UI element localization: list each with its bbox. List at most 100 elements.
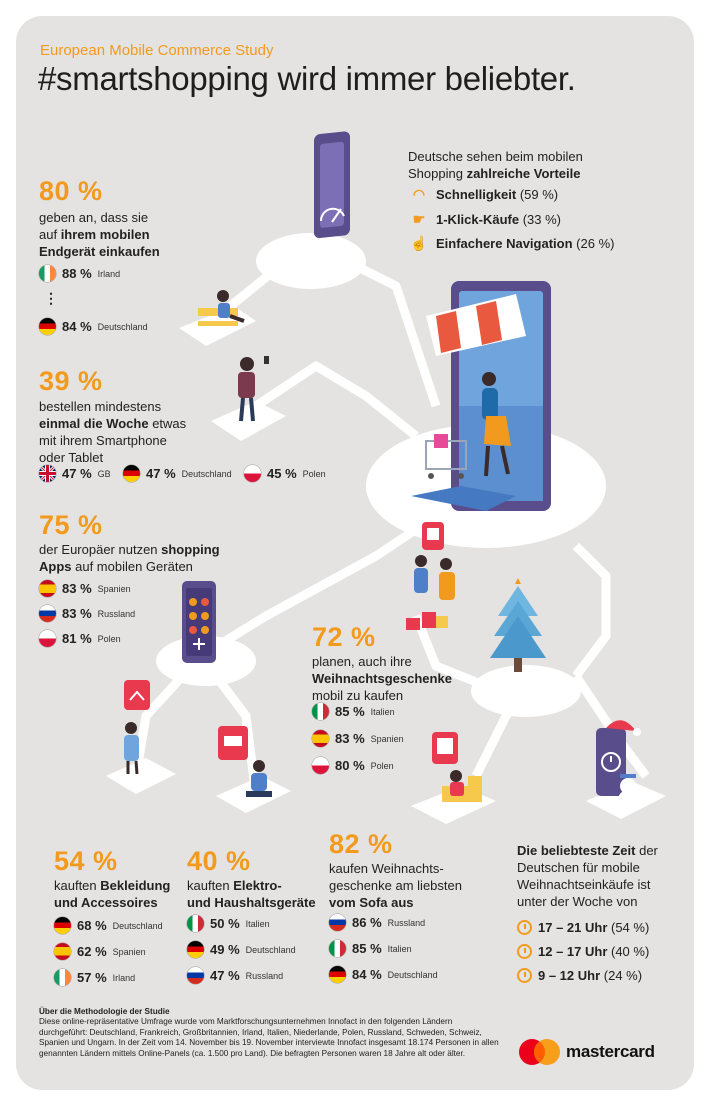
stat39-row-country: Polen xyxy=(302,468,326,479)
stat82-line1: kaufen Weihnachts- xyxy=(329,861,444,876)
stat80-row-germany: 84 % Deutschland xyxy=(39,318,148,335)
stat72-row-pct: 80 % xyxy=(335,758,365,773)
stat72-row-country: Italien xyxy=(370,706,395,717)
stat82-row-pct: 85 % xyxy=(352,941,382,956)
advantage-oneclick: ☛ 1-Klick-Käufe (33 %) xyxy=(408,211,561,228)
stat39-line3: mit ihrem Smartphone xyxy=(39,433,167,448)
stat82-row-country: Russland xyxy=(387,917,426,928)
stat54-line1b: Bekleidung xyxy=(100,878,171,893)
stat39-row-country: Deutschland xyxy=(181,468,232,479)
mastercard-wordmark: mastercard xyxy=(566,1042,655,1061)
one-click-hand-icon: ☛ xyxy=(412,211,426,227)
stat40-row-country: Russland xyxy=(245,970,284,981)
advantages-intro: Deutsche sehen beim mobilen Shopping zah… xyxy=(408,148,583,182)
advantage-navigation: ☝ Einfachere Navigation (26 %) xyxy=(408,235,614,252)
time-slot-3: 9 – 12 Uhr (24 %) xyxy=(517,967,642,984)
stat54-row-country: Spanien xyxy=(112,946,146,957)
times-line1b: der xyxy=(635,843,658,858)
electronics-person-illustration xyxy=(218,726,272,797)
time-slot-time: 17 – 21 Uhr xyxy=(538,920,608,935)
stat72-line2: Weihnachtsgeschenke xyxy=(312,671,452,686)
stat80-row-country: Deutschland xyxy=(97,321,148,332)
stat54-line1: kauften xyxy=(54,878,101,893)
stat75-row-country: Polen xyxy=(97,633,121,644)
shop-tablet-illustration xyxy=(411,281,551,511)
stat75-row-pct: 83 % xyxy=(62,606,92,621)
methodology-heading: Über die Methodologie der Studie xyxy=(39,1007,170,1016)
stat75-row-country: Russland xyxy=(97,608,136,619)
time-slot-value: (54 %) xyxy=(611,920,650,935)
header-subtitle: European Mobile Commerce Study xyxy=(40,42,274,59)
stat40-value: 40 % xyxy=(187,846,251,876)
stat54-line2: und Accessoires xyxy=(54,895,158,910)
stat39-row-pct: 45 % xyxy=(267,466,297,481)
russia-flag xyxy=(329,914,346,931)
advantage-oneclick-label: 1-Klick-Käufe xyxy=(436,212,520,227)
stat72-row-poland: 80 % Polen xyxy=(312,757,394,774)
stat82-row-pct: 84 % xyxy=(352,967,382,982)
advantage-navigation-value: (26 %) xyxy=(576,236,615,251)
time-slot-time: 12 – 17 Uhr xyxy=(538,944,608,959)
stat72-row-country: Spanien xyxy=(370,733,404,744)
stat40-row-italy: 50 % Italien xyxy=(187,915,270,932)
time-slot-value: (40 %) xyxy=(611,944,650,959)
stat40-row-pct: 49 % xyxy=(210,942,240,957)
stat75-row-poland: 81 % Polen xyxy=(39,630,121,647)
mastercard-logo: mastercard xyxy=(518,1038,678,1068)
germany-flag xyxy=(54,917,71,934)
spain-flag xyxy=(54,943,71,960)
platform-tree xyxy=(471,665,581,717)
italy-flag xyxy=(329,940,346,957)
stat40-row-country: Deutschland xyxy=(245,944,296,955)
clock-icon xyxy=(517,920,532,935)
stat75-line2b: auf mobilen Geräten xyxy=(71,559,193,574)
times-line4: unter der Woche von xyxy=(517,894,638,909)
stat75-line1b: shopping xyxy=(161,542,220,557)
stat82-value: 82 % xyxy=(329,829,393,859)
spain-flag xyxy=(312,730,329,747)
stat72-line1: planen, auch ihre xyxy=(312,654,412,669)
stat75-line1a: der Europäer nutzen xyxy=(39,542,162,557)
page-title: #smartshopping wird immer beliebter. xyxy=(38,60,576,97)
advantages-intro-line2b: zahlreiche Vorteile xyxy=(466,166,581,181)
russia-flag xyxy=(187,967,204,984)
time-slot-2: 12 – 17 Uhr (40 %) xyxy=(517,943,649,960)
standing-person-illustration xyxy=(238,356,269,422)
clock-phone-illustration xyxy=(596,720,641,810)
stat82-row-italy: 85 % Italien xyxy=(329,940,412,957)
advantage-speed: ◠ Schnelligkeit (59 %) xyxy=(408,186,558,203)
poland-flag xyxy=(244,465,261,482)
stat80-line2a: auf xyxy=(39,227,61,242)
stat54-row-ireland: 57 % Irland xyxy=(54,969,135,986)
stat54-row-pct: 62 % xyxy=(77,944,107,959)
stat39-line2b: etwas xyxy=(148,416,187,431)
stat80-row-country: Irland xyxy=(97,268,121,279)
stat75-description: der Europäer nutzen shopping Apps auf mo… xyxy=(39,541,220,575)
ireland-flag xyxy=(39,265,56,282)
stat80-line1: geben an, dass sie xyxy=(39,210,149,225)
time-slot-time: 9 – 12 Uhr xyxy=(538,968,601,983)
platform-person xyxy=(211,401,286,441)
platform-clothes xyxy=(106,758,176,794)
stat75-line2a: Apps xyxy=(39,559,72,574)
speedometer-phone xyxy=(314,131,350,239)
russia-flag xyxy=(39,605,56,622)
christmas-tree-illustration xyxy=(490,578,546,672)
stat80-description: geben an, dass sie auf ihrem mobilen End… xyxy=(39,209,160,260)
stat72-line3: mobil zu kaufen xyxy=(312,688,404,703)
stat39-row-gb: 47 % GB xyxy=(39,465,111,482)
advantage-speed-label: Schnelligkeit xyxy=(436,187,517,202)
stat54-row-germany: 68 % Deutschland xyxy=(54,917,163,934)
infographic-card: European Mobile Commerce Study #smartsho… xyxy=(16,16,694,1090)
stat72-value: 72 % xyxy=(312,622,376,652)
stat39-value: 39 % xyxy=(39,366,103,396)
stat39-line4: oder Tablet xyxy=(39,450,104,465)
stat82-row-country: Italien xyxy=(387,943,412,954)
stat39-row-poland: 45 % Polen xyxy=(244,465,326,482)
stat82-row-country: Deutschland xyxy=(387,969,438,980)
stat40-description: kauften Elektro- und Haushaltsgeräte xyxy=(187,877,316,911)
stat72-description: planen, auch ihre Weihnachtsgeschenke mo… xyxy=(312,653,452,704)
times-description: Die beliebteste Zeit der Deutschen für m… xyxy=(517,842,658,910)
time-slot-1: 17 – 21 Uhr (54 %) xyxy=(517,919,649,936)
stat82-line2: geschenke am liebsten xyxy=(329,878,462,893)
